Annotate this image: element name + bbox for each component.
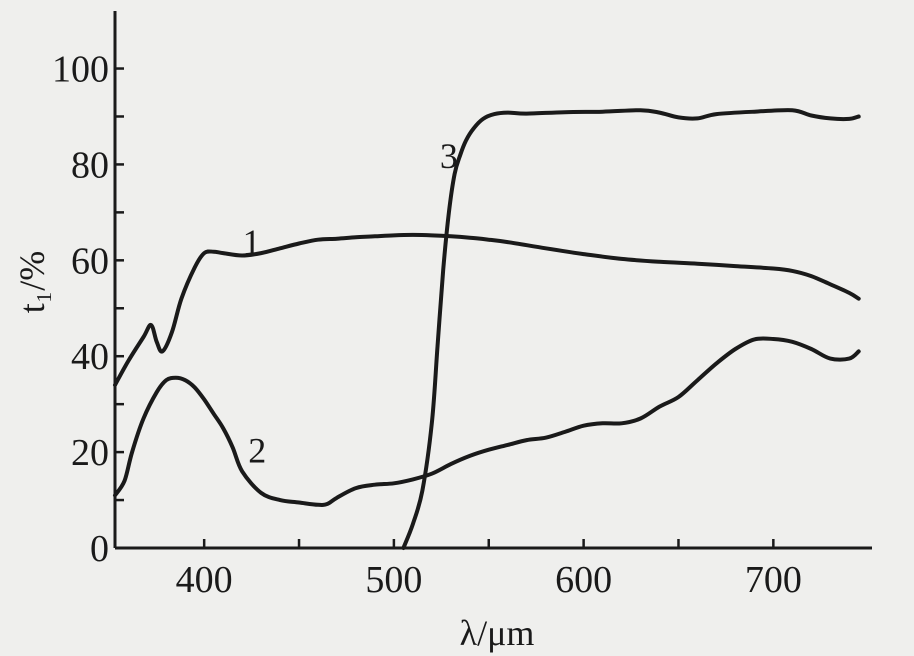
- series-group: [113, 108, 861, 550]
- x-tick-label: 600: [555, 559, 612, 601]
- x-tick-label: 700: [745, 559, 802, 601]
- series-line-3: [401, 108, 861, 550]
- y-tick-label: 20: [71, 432, 109, 474]
- x-tick-label: 400: [176, 559, 233, 601]
- series-label-1: 1: [243, 222, 261, 262]
- x-tick-label: 500: [365, 559, 422, 601]
- y-tick-label: 0: [90, 528, 109, 570]
- axes: [113, 11, 872, 550]
- x-axis-label: λ/μm: [460, 613, 535, 653]
- y-ticks: 0 20 40 60 80 100: [52, 49, 124, 570]
- y-tick-label: 40: [71, 336, 109, 378]
- y-tick-label: 100: [52, 49, 109, 91]
- series-label-3: 3: [440, 136, 458, 176]
- x-ticks: 400 500 600 700: [176, 539, 802, 601]
- series-line-2: [113, 336, 861, 507]
- series-line-1: [113, 232, 861, 387]
- y-axis-label: t₁/%: [12, 251, 52, 314]
- series-label-2: 2: [248, 431, 266, 471]
- y-tick-label: 80: [71, 144, 109, 186]
- series-labels: 1 2 3: [243, 136, 458, 471]
- y-tick-label: 60: [71, 240, 109, 282]
